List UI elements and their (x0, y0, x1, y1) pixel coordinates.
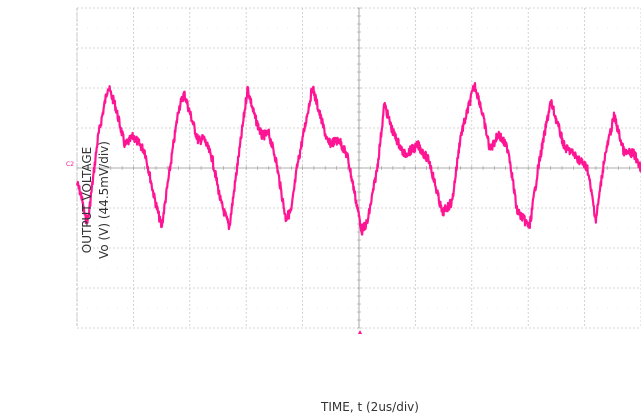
y-axis-label-line2: Vo (V) (44.5mV/div) (97, 141, 111, 259)
x-axis-label: TIME, t (2us/div) (321, 400, 419, 414)
voltage-trace (75, 82, 641, 236)
trigger-marker (358, 330, 362, 334)
channel-marker: C2 (66, 161, 74, 168)
plot-grid (76, 7, 641, 329)
y-axis-label: OUTPUT VOLTAGE Vo (V) (44.5mV/div) (79, 85, 119, 315)
y-axis-label-line1: OUTPUT VOLTAGE (80, 146, 94, 254)
